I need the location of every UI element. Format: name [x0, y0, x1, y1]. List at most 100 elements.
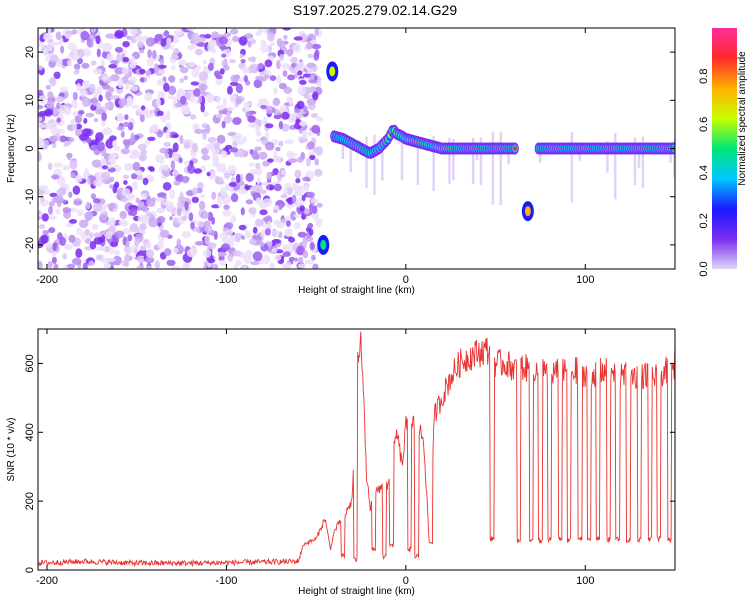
noise-speckle — [40, 234, 49, 244]
noise-speckle — [49, 76, 57, 87]
noise-speckle — [107, 203, 117, 210]
noise-speckle — [220, 186, 227, 197]
noise-speckle — [216, 95, 221, 104]
noise-speckle — [144, 92, 153, 102]
noise-speckle — [286, 48, 293, 57]
streak — [381, 138, 384, 181]
noise-speckle — [42, 33, 53, 41]
noise-speckle — [315, 146, 324, 156]
noise-speckle — [106, 164, 112, 170]
noise-speckle — [124, 246, 134, 255]
noise-speckle — [147, 136, 156, 141]
noise-speckle — [285, 229, 292, 237]
noise-speckle — [52, 108, 58, 116]
noise-speckle — [105, 102, 110, 110]
noise-speckle — [192, 187, 199, 195]
noise-speckle — [227, 165, 237, 175]
noise-speckle — [162, 182, 172, 191]
noise-speckle — [129, 223, 138, 233]
y-tick-label: 20 — [24, 46, 36, 58]
noise-speckle — [281, 63, 290, 70]
noise-speckle — [264, 131, 270, 139]
noise-speckle — [279, 54, 285, 61]
noise-speckle — [315, 220, 322, 228]
streak — [471, 137, 475, 184]
noise-speckle — [95, 35, 101, 45]
noise-speckle — [96, 254, 103, 261]
noise-speckle — [120, 196, 129, 203]
noise-speckle — [106, 153, 116, 163]
noise-speckle — [186, 28, 197, 31]
noise-speckle — [297, 156, 304, 163]
noise-speckle — [129, 62, 136, 69]
y-tick-label: 400 — [24, 423, 36, 441]
noise-speckle — [256, 176, 261, 185]
noise-speckle — [234, 232, 243, 240]
noise-speckle — [179, 66, 189, 74]
noise-speckle — [93, 236, 103, 245]
noise-speckle — [100, 157, 107, 166]
noise-speckle — [229, 81, 239, 87]
noise-speckle — [229, 147, 239, 153]
noise-speckle — [124, 253, 129, 263]
noise-speckle — [122, 41, 130, 48]
noise-speckle — [282, 244, 287, 253]
noise-speckle — [149, 167, 155, 172]
noise-speckle — [193, 88, 201, 97]
noise-speckle — [84, 168, 90, 176]
noise-speckle — [290, 56, 298, 64]
plot-background — [38, 329, 675, 570]
noise-speckle — [52, 242, 57, 252]
noise-speckle — [235, 260, 243, 266]
noise-speckle — [217, 113, 223, 119]
noise-speckle — [200, 85, 205, 95]
noise-speckle — [178, 59, 187, 66]
noise-speckle — [302, 239, 308, 248]
noise-speckle — [313, 52, 320, 61]
noise-speckle — [172, 170, 179, 176]
noise-speckle — [154, 63, 159, 73]
noise-speckle — [67, 152, 72, 161]
y-tick-label: 10 — [24, 94, 36, 106]
noise-speckle — [310, 198, 319, 204]
noise-speckle — [92, 179, 103, 187]
noise-speckle — [160, 114, 168, 123]
noise-speckle — [144, 256, 155, 264]
noise-speckle — [270, 41, 275, 46]
noise-speckle — [122, 228, 132, 235]
noise-speckle — [252, 226, 258, 234]
noise-speckle — [173, 180, 181, 186]
noise-speckle — [248, 162, 255, 167]
noise-speckle — [68, 137, 75, 143]
noise-speckle — [297, 85, 307, 96]
noise-speckle — [90, 193, 96, 200]
noise-speckle — [91, 159, 102, 168]
noise-speckle — [155, 197, 165, 202]
noise-speckle — [139, 223, 147, 231]
colorbar-tick-label: 0.8 — [698, 69, 710, 84]
noise-speckle — [311, 254, 316, 261]
noise-speckle — [145, 249, 154, 259]
colorbar-tick-label: 0.4 — [698, 165, 710, 180]
noise-speckle — [186, 92, 191, 101]
noise-speckle — [183, 110, 192, 115]
streak — [452, 139, 455, 181]
noise-speckle — [269, 75, 277, 81]
noise-speckle — [67, 42, 77, 51]
noise-speckle — [295, 178, 301, 184]
streak — [673, 139, 675, 177]
noise-speckle — [38, 110, 49, 117]
x-tick-label: 100 — [576, 575, 594, 587]
noise-speckle — [188, 212, 194, 222]
noise-speckle — [217, 251, 227, 257]
noise-speckle — [273, 219, 281, 225]
noise-speckle — [170, 160, 176, 170]
noise-speckle — [71, 99, 78, 109]
noise-speckle — [216, 134, 226, 144]
noise-speckle — [57, 176, 66, 186]
noise-speckle — [124, 114, 129, 120]
noise-speckle — [38, 116, 43, 122]
noise-speckle — [55, 31, 62, 40]
noise-speckle — [58, 186, 67, 196]
